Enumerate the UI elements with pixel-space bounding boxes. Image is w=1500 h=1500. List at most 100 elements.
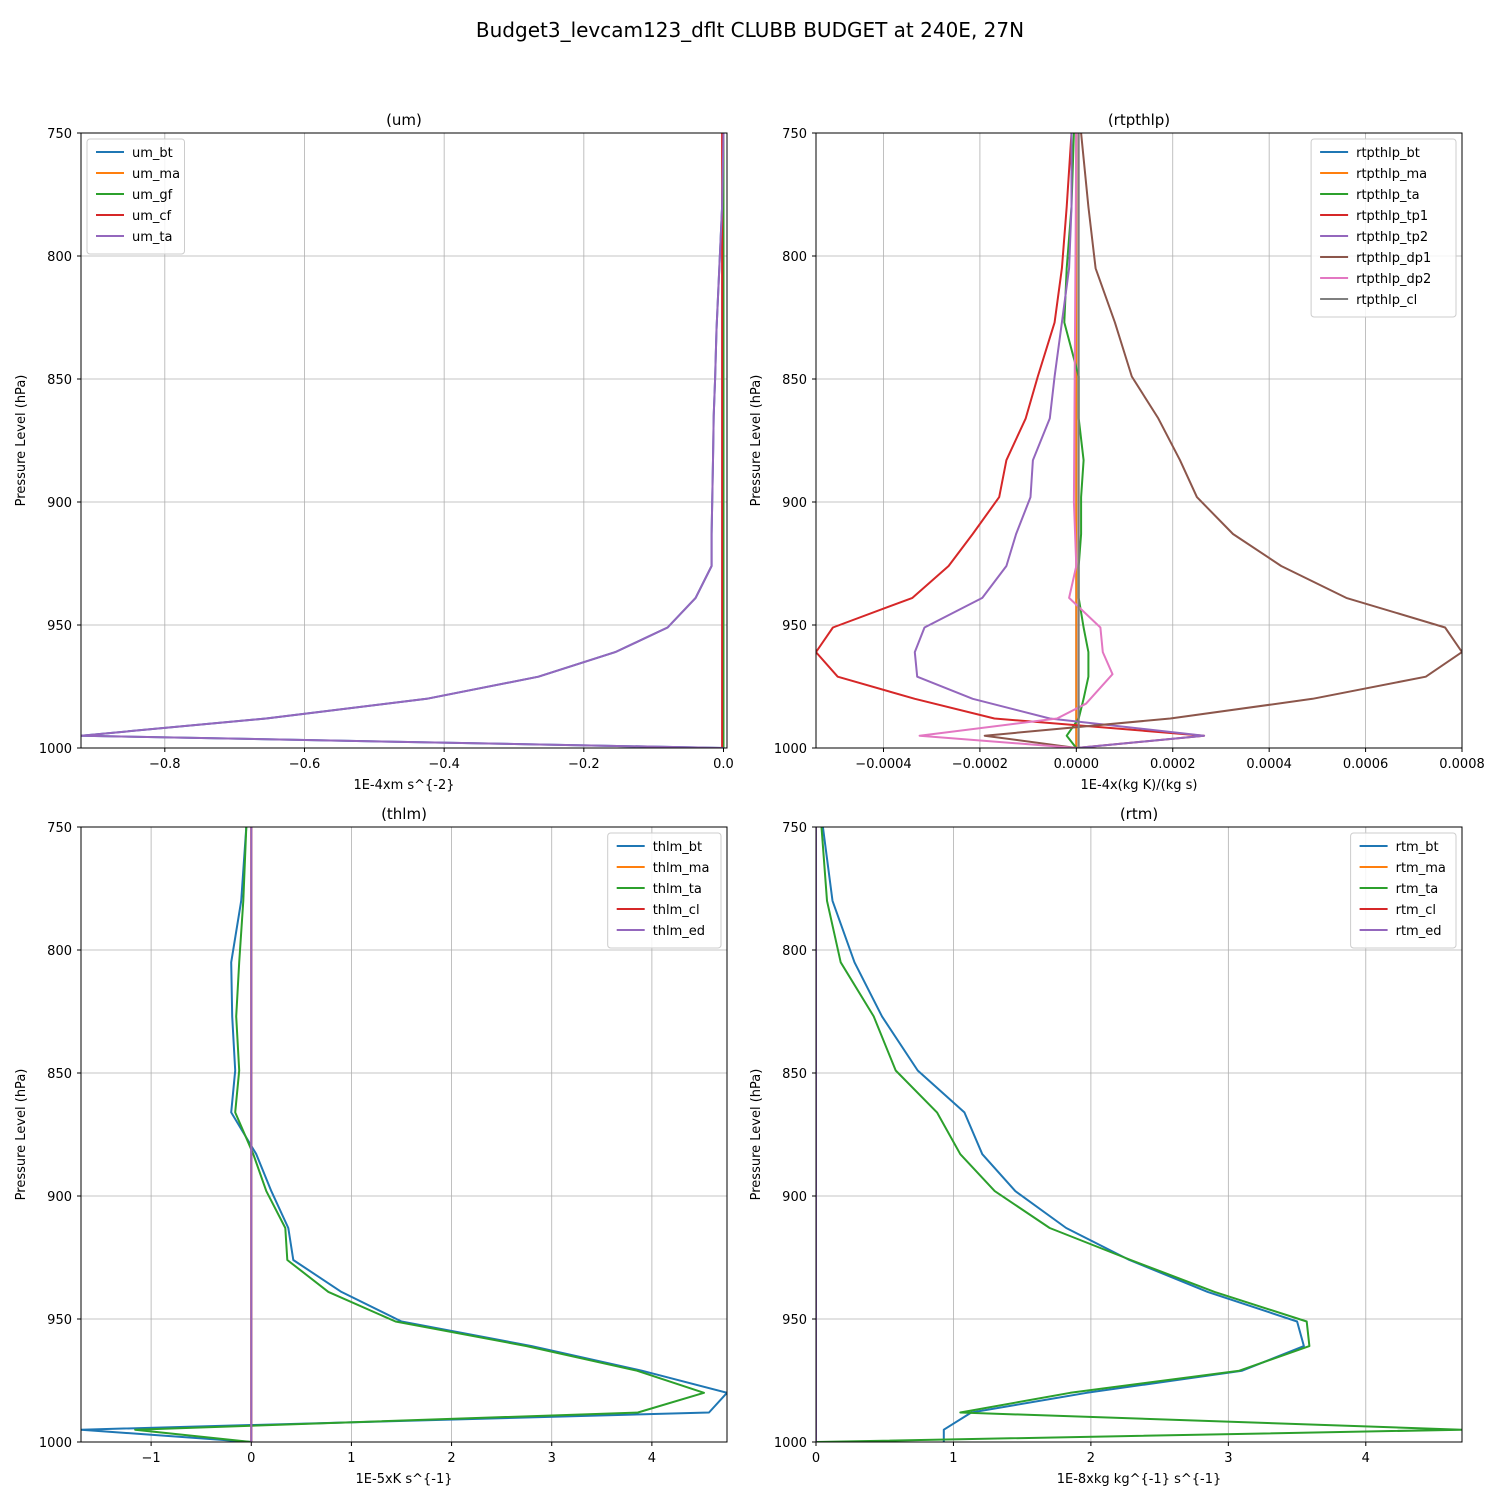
- figure-title: Budget3_levcam123_dflt CLUBB BUDGET at 2…: [476, 18, 1024, 42]
- series-line-rtpthlp-ta: [1063, 133, 1090, 748]
- x-tick-label: −0.2: [568, 757, 600, 772]
- y-axis-label: Pressure Level (hPa): [14, 1069, 29, 1201]
- x-tick-label: −0.8: [149, 757, 181, 772]
- series-line-rtpthlp-dp2: [918, 133, 1114, 748]
- legend: rtpthlp_bt rtpthlp_ma rtpthlp_ta rtpthlp_tp…: [1310, 138, 1457, 318]
- legend-label: rtpthlp_dp1: [1356, 251, 1431, 266]
- x-tick-label: 0.0002: [1150, 757, 1196, 772]
- x-tick-label: 0: [812, 1451, 820, 1466]
- x-tick-label: 0: [247, 1451, 255, 1466]
- legend: thlm_bt thlm_ma thlm_ta thlm_cl thlm_ed: [607, 832, 722, 949]
- legend-label: rtm_bt: [1396, 840, 1439, 855]
- x-tick-label: 0.0006: [1343, 757, 1389, 772]
- panel-um: −0.8 −0.6 −0.4 −0.2 0.0 750 800 850 900 950 1000 (u…: [14, 111, 734, 793]
- legend-box: [607, 832, 722, 949]
- plot-frame: [80, 826, 728, 1443]
- legend-label: rtm_ma: [1396, 861, 1446, 876]
- y-tick-label: 850: [47, 1067, 72, 1082]
- legend-box: [1350, 832, 1457, 949]
- x-tick-label: 1: [347, 1451, 355, 1466]
- y-tick-label: 950: [47, 619, 72, 634]
- series-line-rtpthlp-tp1: [816, 133, 1206, 748]
- legend-box: [86, 138, 185, 255]
- y-tick-label: 900: [47, 1190, 72, 1205]
- y-tick-label: 950: [782, 619, 807, 634]
- y-tick-label: 750: [782, 821, 807, 836]
- x-tick-label: 3: [1224, 1451, 1232, 1466]
- y-tick-label: 750: [47, 821, 72, 836]
- x-tick-label: −0.0004: [855, 757, 911, 772]
- panel-title: (um): [386, 111, 422, 129]
- y-tick-label: 1000: [39, 742, 72, 757]
- legend: um_bt um_ma um_gf um_cf um_ta: [86, 138, 185, 255]
- x-tick-label: 0.0: [713, 757, 734, 772]
- legend-label: rtpthlp_dp2: [1356, 272, 1431, 287]
- y-tick-label: 900: [47, 496, 72, 511]
- x-axis-label: 1E-4x(kg K)/(kg s): [1081, 778, 1198, 793]
- y-tick-label: 850: [782, 1067, 807, 1082]
- legend-label: rtpthlp_cl: [1356, 293, 1417, 308]
- legend-label: thlm_ta: [653, 882, 702, 897]
- y-tick-label: 850: [782, 373, 807, 388]
- plot-frame: [815, 826, 1463, 1443]
- y-tick-label: 1000: [774, 742, 807, 757]
- x-tick-label: 2: [1087, 1451, 1095, 1466]
- y-tick-label: 900: [782, 1190, 807, 1205]
- x-tick-label: 4: [1362, 1451, 1370, 1466]
- legend-label: thlm_bt: [653, 840, 702, 855]
- y-axis-label: Pressure Level (hPa): [749, 375, 764, 507]
- x-axis-label: 1E-4xm s^{-2}: [353, 778, 454, 793]
- x-tick-label: 0.0000: [1054, 757, 1100, 772]
- x-tick-label: 0.0008: [1439, 757, 1485, 772]
- y-tick-label: 800: [47, 944, 72, 959]
- y-tick-label: 800: [782, 944, 807, 959]
- y-tick-label: 1000: [774, 1436, 807, 1451]
- panel-rtm: 0 1 2 3 4 750 800 850 900 950 1000 (rtm) 1E-8xkg kg^…: [749, 805, 1463, 1487]
- x-tick-label: −0.4: [428, 757, 460, 772]
- x-tick-label: −1: [142, 1451, 161, 1466]
- series-line-rtm-bt: [821, 827, 1305, 1442]
- panel-rtpthlp: −0.0004 −0.0002 0.0000 0.0002 0.0004 0.0006 0.…: [749, 111, 1485, 793]
- y-tick-label: 950: [782, 1313, 807, 1328]
- x-axis-label: 1E-8xkg kg^{-1} s^{-1}: [1057, 1472, 1222, 1487]
- legend-label: rtm_ed: [1396, 924, 1442, 939]
- panel-title: (rtpthlp): [1108, 111, 1170, 129]
- panel-thlm: −1 0 1 2 3 4 750 800 850 900 950 1000 (thlm) 1E-5xK s…: [14, 805, 728, 1487]
- legend-label: um_ma: [132, 167, 180, 182]
- y-tick-label: 1000: [39, 1436, 72, 1451]
- legend-box: [1310, 138, 1457, 318]
- x-tick-label: 0.0004: [1246, 757, 1292, 772]
- legend-label: um_ta: [132, 230, 172, 245]
- y-axis-label: Pressure Level (hPa): [14, 375, 29, 507]
- y-tick-label: 750: [47, 127, 72, 142]
- y-tick-label: 800: [782, 250, 807, 265]
- x-tick-label: −0.0002: [952, 757, 1008, 772]
- y-tick-label: 900: [782, 496, 807, 511]
- legend-label: thlm_ed: [653, 924, 705, 939]
- legend-label: rtpthlp_tp1: [1356, 209, 1428, 224]
- series-line-rtpthlp-dp1: [983, 133, 1462, 748]
- y-tick-label: 850: [47, 373, 72, 388]
- plot-frame: [80, 132, 728, 749]
- legend-label: rtm_cl: [1396, 903, 1436, 918]
- legend-label: thlm_ma: [653, 861, 710, 876]
- y-tick-label: 800: [47, 250, 72, 265]
- x-tick-label: −0.6: [289, 757, 321, 772]
- legend: rtm_bt rtm_ma rtm_ta rtm_cl rtm_ed: [1350, 832, 1457, 949]
- series-line-thlm-bt: [81, 827, 727, 1442]
- legend-label: um_bt: [132, 146, 173, 161]
- legend-label: thlm_cl: [653, 903, 700, 918]
- y-axis-label: Pressure Level (hPa): [749, 1069, 764, 1201]
- legend-label: um_cf: [132, 209, 172, 224]
- legend-label: rtpthlp_bt: [1356, 146, 1420, 161]
- y-tick-label: 750: [782, 127, 807, 142]
- legend-label: rtpthlp_ma: [1356, 167, 1427, 182]
- plot-frame: [815, 132, 1463, 749]
- panel-title: (rtm): [1120, 805, 1158, 823]
- x-tick-label: 4: [648, 1451, 656, 1466]
- legend-label: um_gf: [132, 188, 173, 203]
- legend-label: rtpthlp_ta: [1356, 188, 1419, 203]
- y-tick-label: 950: [47, 1313, 72, 1328]
- series-line-rtpthlp-tp2: [913, 133, 1206, 748]
